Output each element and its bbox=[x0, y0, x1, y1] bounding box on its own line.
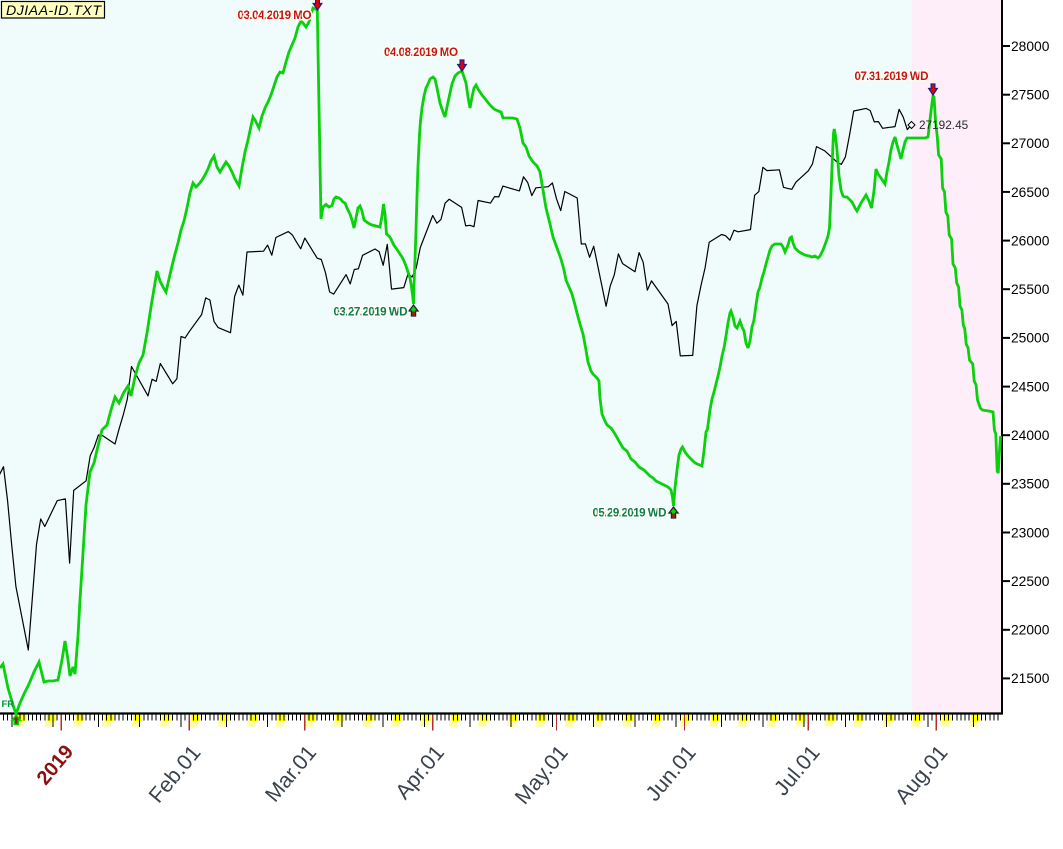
svg-text:25500: 25500 bbox=[1011, 282, 1050, 297]
svg-text:22500: 22500 bbox=[1011, 574, 1050, 589]
svg-text:26500: 26500 bbox=[1011, 185, 1050, 200]
svg-text:27000: 27000 bbox=[1011, 136, 1050, 151]
svg-text:25000: 25000 bbox=[1011, 331, 1050, 346]
svg-text:24500: 24500 bbox=[1011, 379, 1050, 394]
svg-text:04.08.2019 MO: 04.08.2019 MO bbox=[384, 46, 458, 59]
svg-text:DJIAA-ID.TXT: DJIAA-ID.TXT bbox=[6, 3, 102, 19]
svg-text:07.31.2019 WD: 07.31.2019 WD bbox=[855, 70, 929, 83]
svg-text:05.29.2019 WD: 05.29.2019 WD bbox=[593, 506, 667, 519]
svg-text:03.27.2019 WD: 03.27.2019 WD bbox=[334, 305, 408, 318]
svg-text:23500: 23500 bbox=[1011, 477, 1050, 492]
svg-text:21500: 21500 bbox=[1011, 671, 1050, 686]
svg-text:27500: 27500 bbox=[1011, 88, 1050, 103]
svg-text:03.04.2019 MO: 03.04.2019 MO bbox=[238, 9, 312, 22]
svg-text:22000: 22000 bbox=[1011, 623, 1050, 638]
svg-text:23000: 23000 bbox=[1011, 525, 1050, 540]
svg-text:24000: 24000 bbox=[1011, 428, 1050, 443]
svg-text:28000: 28000 bbox=[1011, 39, 1050, 54]
svg-text:26000: 26000 bbox=[1011, 233, 1050, 248]
svg-text:FR: FR bbox=[2, 699, 15, 710]
svg-text:27192.45: 27192.45 bbox=[919, 118, 969, 132]
